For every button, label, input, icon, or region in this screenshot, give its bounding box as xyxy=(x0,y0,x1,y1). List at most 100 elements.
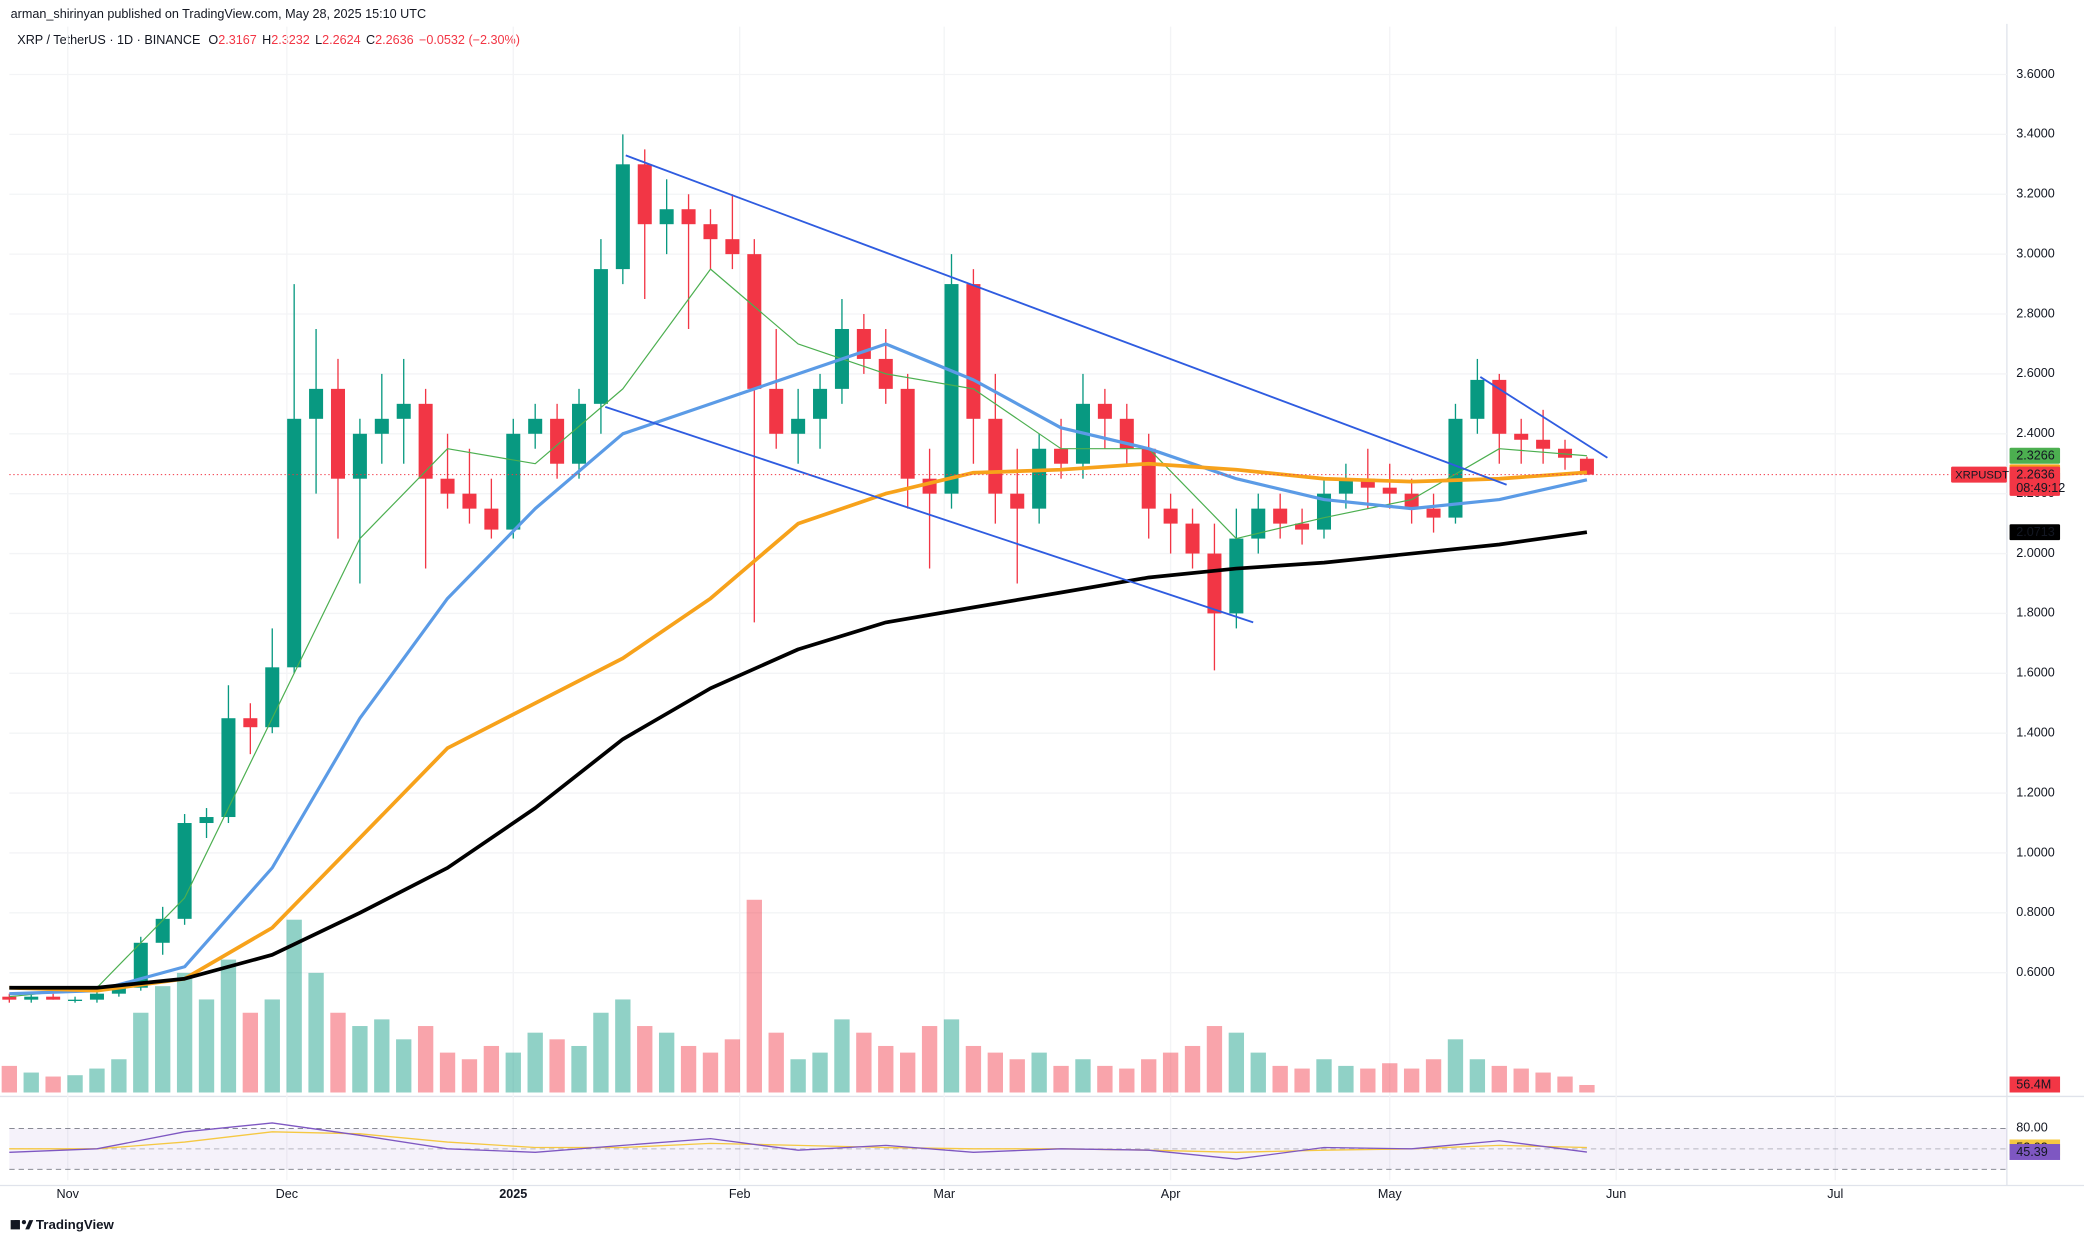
volume-bar xyxy=(1184,1045,1201,1093)
y-tick-label: 1.2000 xyxy=(2016,785,2055,799)
x-tick-label: Nov xyxy=(57,1187,80,1201)
candle-body xyxy=(1514,433,1529,440)
volume-bar xyxy=(133,1012,149,1093)
ohlc-prefix: L xyxy=(315,34,322,48)
candle-body xyxy=(944,284,959,494)
candle-body xyxy=(68,999,83,1001)
price-tag-label: 2.0713 xyxy=(2016,525,2055,539)
volume-bar xyxy=(878,1045,894,1093)
x-tick-label: Jul xyxy=(1827,1187,1843,1201)
trendline xyxy=(604,405,1254,624)
volume-bar xyxy=(1119,1068,1135,1093)
volume-bar xyxy=(242,1012,259,1093)
logo-part xyxy=(14,1220,19,1225)
volume-bar xyxy=(637,1026,653,1093)
price-tag-label: 2.2636 xyxy=(2016,468,2055,482)
volume-bar xyxy=(658,1032,675,1093)
price-tag xyxy=(2009,466,2061,496)
volume-bar xyxy=(176,972,193,1093)
candle-body xyxy=(46,996,61,1000)
candle-body xyxy=(1316,493,1332,530)
volume-bar xyxy=(1403,1068,1420,1093)
volume-bar xyxy=(768,1032,784,1093)
volume-bar xyxy=(505,1052,521,1093)
volume-bar xyxy=(45,1076,61,1093)
candle-body xyxy=(484,508,499,530)
volume-bar xyxy=(198,999,215,1093)
candle-body xyxy=(550,418,565,464)
candle-body xyxy=(703,224,718,240)
moving-average xyxy=(9,530,1588,990)
volume-tag xyxy=(2009,1076,2061,1093)
candle-body xyxy=(1251,508,1266,539)
volume-bar xyxy=(1294,1068,1310,1093)
volume-bar xyxy=(439,1052,456,1093)
rsi-tick-label: 80.00 xyxy=(2016,1121,2048,1135)
volume-bar xyxy=(680,1045,697,1093)
candle-body xyxy=(769,388,784,434)
volume-bar xyxy=(1206,1026,1223,1093)
candle-body xyxy=(287,418,302,668)
volume-bar xyxy=(1535,1072,1551,1093)
price-tag xyxy=(2009,447,2061,464)
moving-average xyxy=(9,342,1588,996)
volume-bar xyxy=(900,1052,916,1093)
x-tick-label: Dec xyxy=(276,1187,298,1201)
y-tick-label: 2.8000 xyxy=(2016,306,2055,320)
candle-body xyxy=(1579,458,1594,475)
candle-body xyxy=(374,418,389,434)
candle-body xyxy=(352,433,367,479)
candle-body xyxy=(199,817,214,824)
candle-body xyxy=(1141,448,1156,509)
candle-body xyxy=(681,209,696,225)
volume-bar xyxy=(1360,1068,1376,1093)
rsi-line xyxy=(9,1131,1587,1153)
y-tick-label: 3.2000 xyxy=(2016,187,2055,201)
candle-body xyxy=(1360,478,1375,488)
candle-body xyxy=(1448,418,1463,518)
candle-body xyxy=(966,284,981,419)
candle-body xyxy=(1032,448,1047,509)
rsi-tag-label: 45.39 xyxy=(2016,1145,2048,1159)
volume-bar xyxy=(856,1032,872,1093)
volume-bar xyxy=(1316,1059,1332,1093)
volume-bar xyxy=(965,1045,982,1093)
x-tick-label: 2025 xyxy=(499,1187,527,1201)
volume-bar xyxy=(352,1026,368,1093)
candle-body xyxy=(1492,379,1507,434)
ohlc-value: 2.3167 xyxy=(218,34,257,48)
candle-body xyxy=(791,418,806,434)
symbol-tag-label: XRPUSDT xyxy=(1955,469,2009,481)
volume-bar xyxy=(308,972,324,1093)
x-tick-label: Apr xyxy=(1161,1187,1181,1201)
candle-body xyxy=(309,388,324,419)
logo-part xyxy=(25,1220,34,1230)
volume-bar xyxy=(746,899,762,1093)
candle-body xyxy=(900,388,915,479)
volume-bar xyxy=(724,1039,741,1093)
volume-bar xyxy=(943,1019,960,1093)
symbol-line: XRP / TetherUS · 1D · BINANCE O2.3167 H2.3… xyxy=(17,34,520,48)
ohlc-prefix: O xyxy=(208,34,218,48)
y-tick-label: 3.4000 xyxy=(2016,127,2055,141)
candle-body xyxy=(177,823,192,919)
trendline xyxy=(1479,376,1608,459)
volume-bar xyxy=(593,1012,609,1093)
moving-average xyxy=(9,268,1587,998)
ohlc-value: 2.2624 xyxy=(322,34,361,48)
volume-bar xyxy=(571,1045,587,1093)
candle-body xyxy=(418,403,433,479)
logo xyxy=(10,1219,34,1230)
volume-bar xyxy=(1272,1065,1288,1093)
publisher: arman_shirinyan published on TradingView… xyxy=(11,7,426,21)
change: −0.0532 (−2.30%) xyxy=(419,34,520,48)
volume-bar xyxy=(1009,1059,1025,1093)
ohlc-prefix: C xyxy=(366,34,375,48)
candle-body xyxy=(1295,523,1310,530)
logo-part xyxy=(10,1220,20,1230)
symbol: XRP / TetherUS · 1D · BINANCE xyxy=(17,34,200,48)
candle-body xyxy=(1558,448,1573,458)
candle-body xyxy=(572,403,587,464)
y-tick-label: 0.8000 xyxy=(2016,905,2055,919)
